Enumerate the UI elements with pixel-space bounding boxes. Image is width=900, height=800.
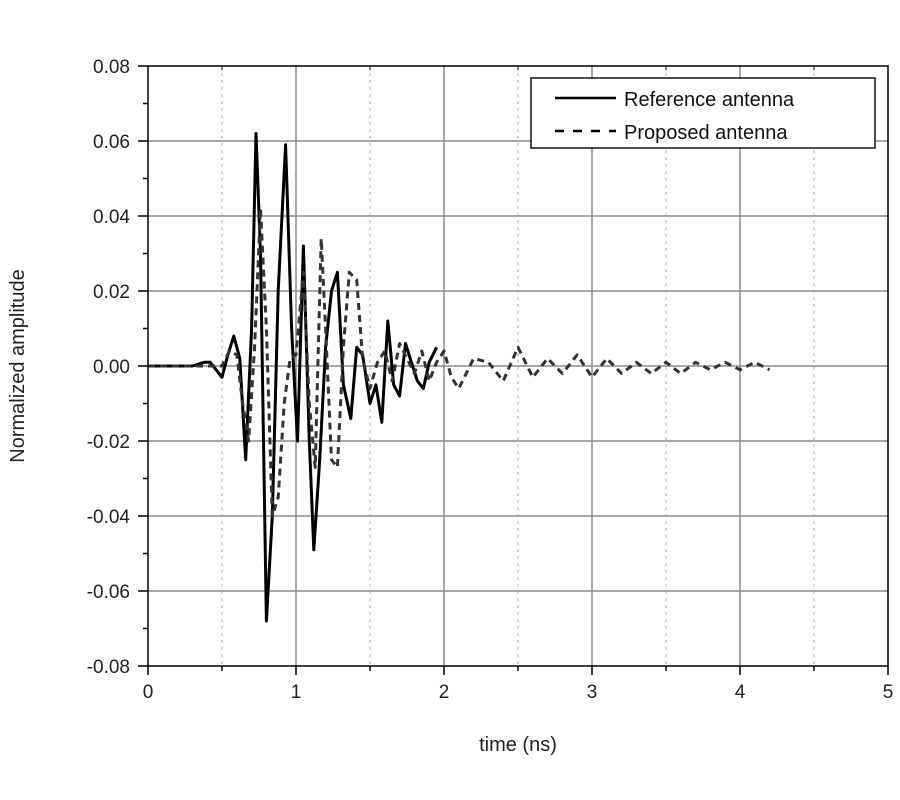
x-tick-label: 2 [439,682,450,703]
y-tick-label: -0.04 [87,507,131,528]
x-tick-label: 3 [587,682,598,703]
y-axis-title: Normalized amplitude [7,269,29,462]
legend-label-reference: Reference antenna [624,89,795,111]
x-tick-label: 4 [735,682,746,703]
plot-series [148,132,771,623]
x-tick-label: 0 [143,682,154,703]
y-tick-label: 0.02 [93,282,130,303]
legend-box [530,77,876,149]
y-tick-label: 0.06 [93,132,130,153]
y-tick-label: 0.04 [93,207,130,228]
grid-lines [148,66,888,666]
x-tick-label: 5 [883,682,894,703]
x-axis-title: time (ns) [479,734,557,756]
legend-label-proposed: Proposed antenna [624,122,788,144]
y-tick-label: -0.08 [87,657,130,678]
y-tick-label: 0.00 [93,357,130,378]
x-tick-label: 1 [291,682,302,703]
y-tick-label: 0.08 [93,57,130,78]
legend: Reference antenna Proposed antenna [530,77,876,149]
axes: 0 1 2 3 4 5 0.08 0.06 0.04 0.02 0.00 -0.02 -0.04 -0.0… [87,57,894,703]
y-tick-label: -0.06 [87,582,130,603]
reference-antenna-line [148,132,438,623]
y-tick-label: -0.02 [87,432,130,453]
